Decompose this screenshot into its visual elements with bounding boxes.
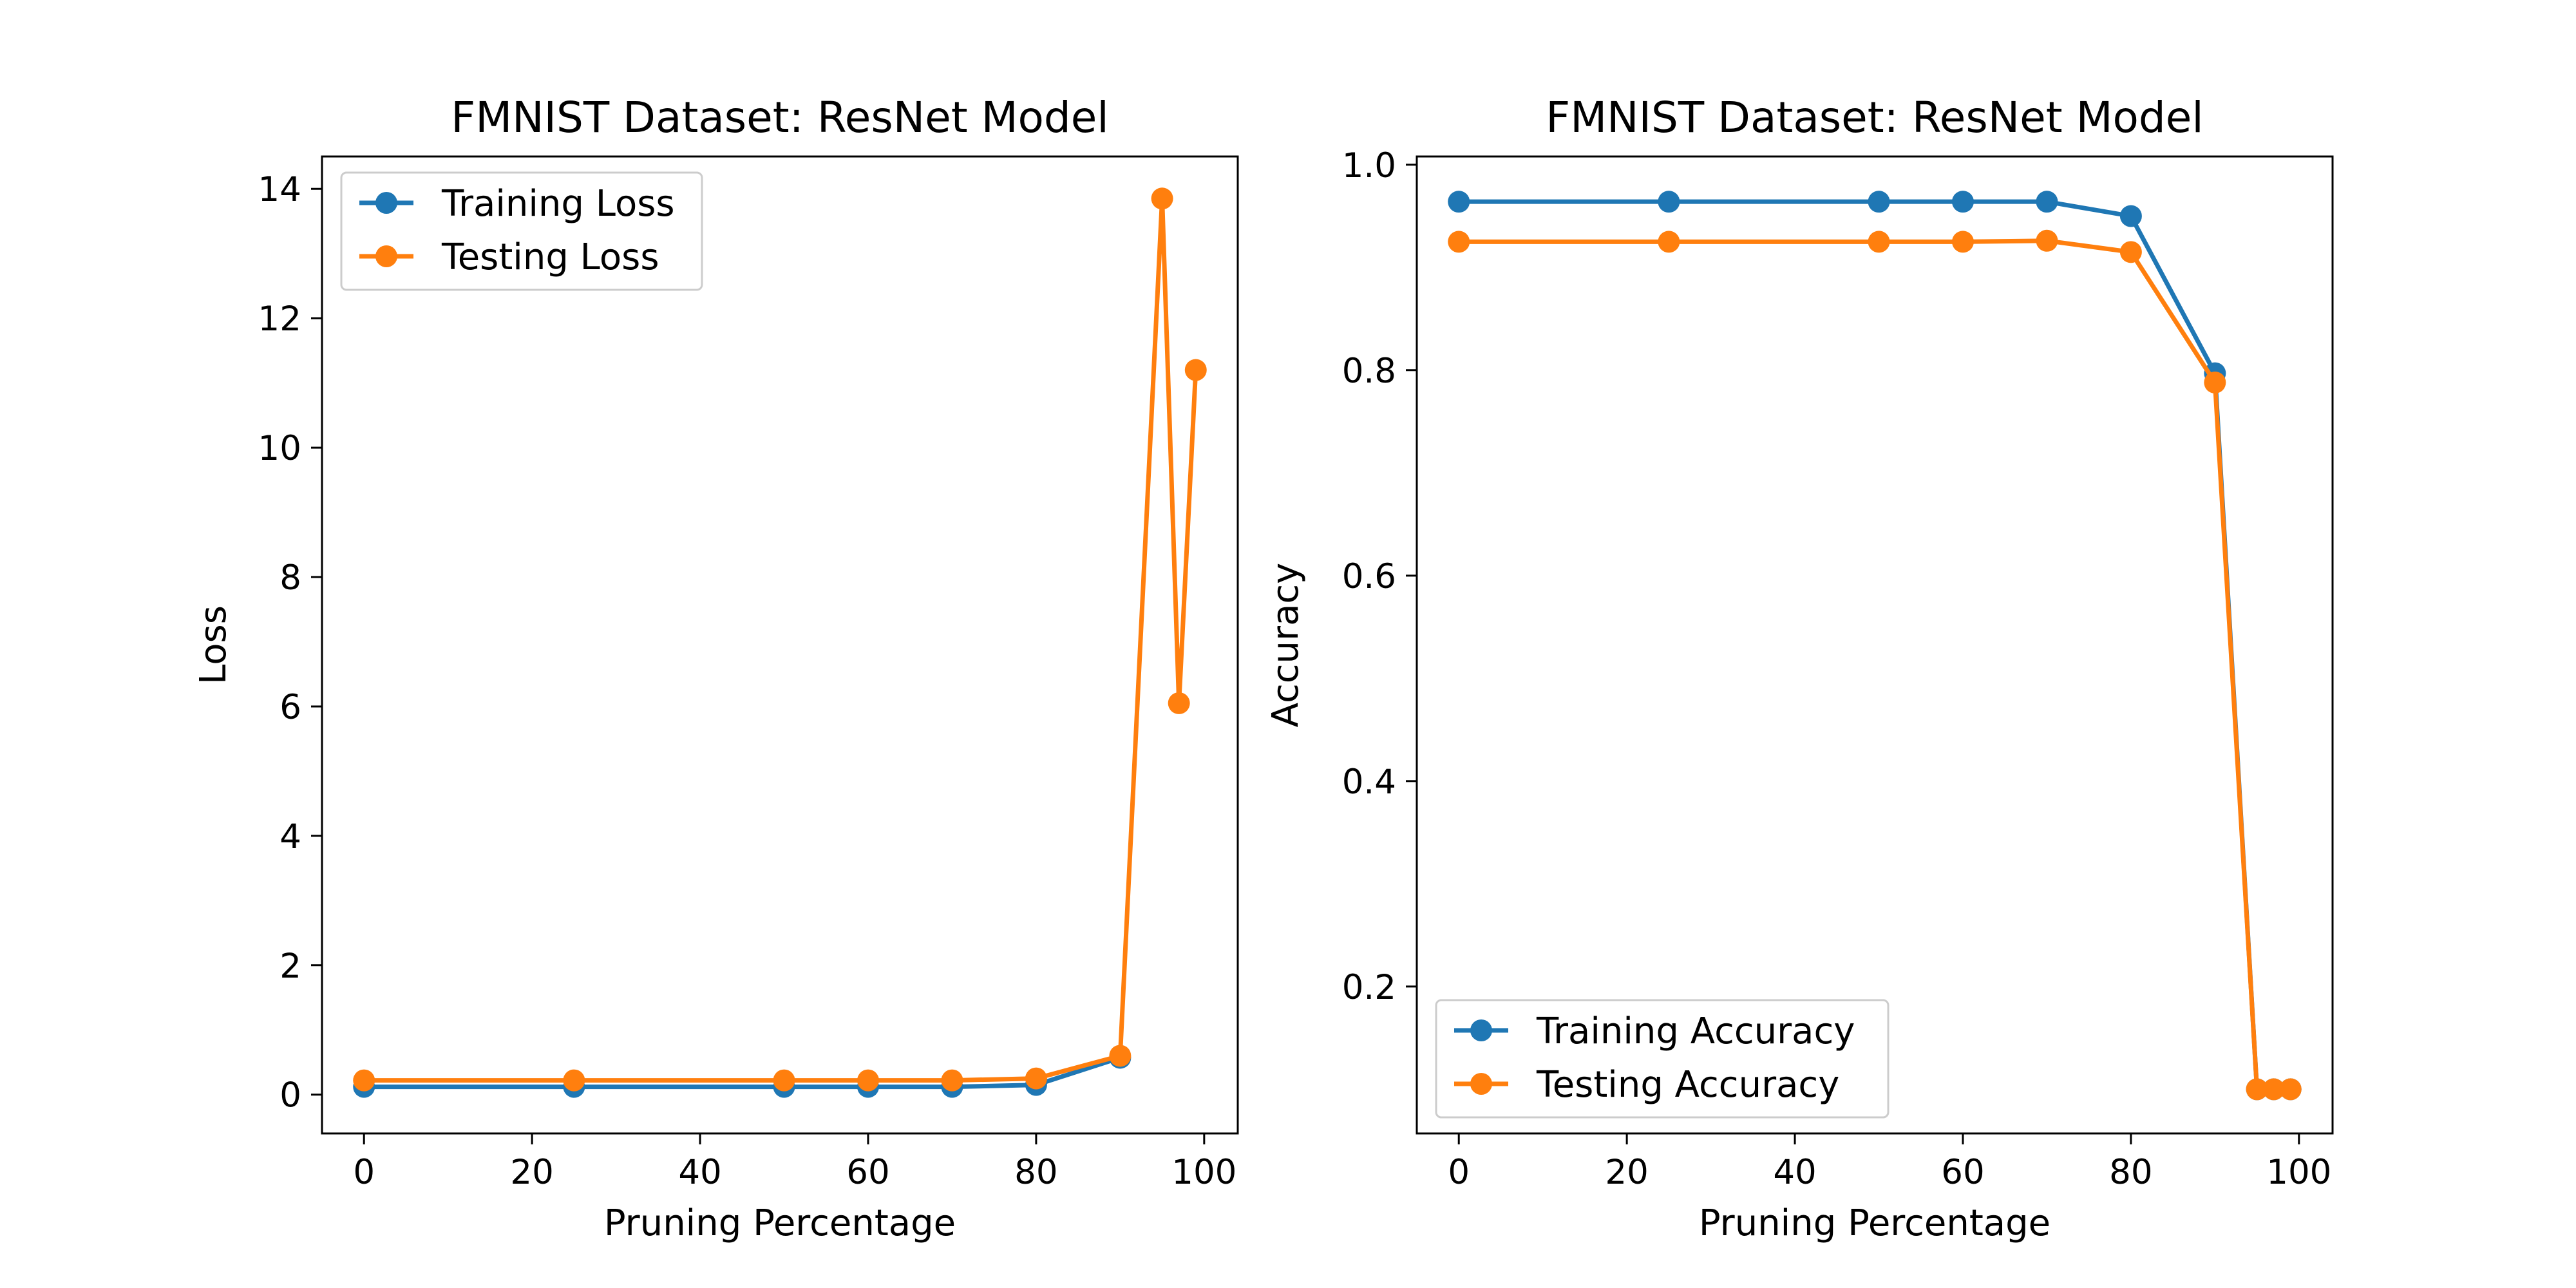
series-line-2 [364, 196, 1198, 1083]
chart-panel-2: FMNIST Dataset: ResNet Model 0 20 40 60 80 100… [1265, 93, 2334, 1244]
y-tick-label: 0.8 [1342, 352, 1396, 391]
data-point [1168, 692, 1190, 714]
data-point [1448, 231, 1470, 253]
data-point [1658, 191, 1680, 213]
data-point [2246, 1078, 2268, 1101]
data-point [1951, 191, 1974, 213]
x-tick-label: 0 [1448, 1153, 1470, 1192]
x-tick-label: 60 [846, 1153, 889, 1192]
series-line-2 [1459, 238, 2291, 1092]
data-point [2119, 241, 2142, 263]
data-point [1658, 231, 1680, 253]
y-tick-label: 2 [279, 947, 301, 986]
x-tick-label: 100 [2266, 1153, 2331, 1192]
data-point [1025, 1067, 1047, 1090]
legend-marker [1470, 1019, 1492, 1041]
y-tick-label: 6 [279, 688, 301, 727]
x-tick-label: 40 [678, 1153, 721, 1192]
y-tick-label: 4 [279, 817, 301, 857]
legend: Training Loss Testing Loss [340, 171, 703, 291]
x-tick-label: 20 [1605, 1153, 1648, 1192]
data-point [2119, 205, 2142, 227]
x-axis-label: Pruning Percentage [1699, 1202, 2050, 1244]
data-point [2036, 191, 2058, 213]
x-tick-label: 20 [510, 1153, 553, 1192]
legend-marker [375, 192, 397, 214]
y-tick-label: 0.6 [1342, 557, 1396, 596]
data-point [1951, 231, 1974, 253]
legend-label: Training Accuracy [1536, 1010, 1855, 1052]
data-point [2279, 1078, 2302, 1101]
y-axis-label: Loss [193, 605, 234, 685]
y-tick-label: 10 [258, 429, 301, 468]
data-point [1109, 1045, 1132, 1067]
legend-label: Testing Loss [441, 236, 659, 278]
y-tick-label: 0.2 [1342, 968, 1396, 1007]
data-point [1448, 191, 1470, 213]
data-point [353, 1069, 375, 1092]
data-point [1868, 231, 1890, 253]
data-point [563, 1069, 585, 1092]
legend-marker [1470, 1073, 1492, 1095]
x-tick-label: 60 [1941, 1153, 1984, 1192]
data-point [2204, 371, 2226, 393]
y-tick-label: 14 [258, 170, 301, 209]
legend: Training Accuracy Testing Accuracy [1435, 999, 1889, 1119]
y-tick-label: 1.0 [1342, 146, 1396, 185]
y-tick-label: 12 [258, 299, 301, 339]
data-point [2262, 1078, 2285, 1101]
x-tick-label: 40 [1773, 1153, 1816, 1192]
data-point [2036, 229, 2058, 252]
y-axis-label: Accuracy [1265, 563, 1307, 728]
y-tick-label: 0 [279, 1076, 301, 1115]
data-point [1151, 187, 1173, 210]
data-point [941, 1069, 963, 1092]
data-point [1868, 191, 1890, 213]
axes-frame [1416, 155, 2334, 1135]
legend-label: Testing Accuracy [1536, 1064, 1839, 1106]
data-point [857, 1069, 879, 1092]
legend-box [1435, 999, 1889, 1119]
chart-title: FMNIST Dataset: ResNet Model [451, 93, 1109, 142]
x-axis-label: Pruning Percentage [604, 1202, 956, 1244]
chart-title: FMNIST Dataset: ResNet Model [1546, 93, 2204, 142]
x-tick-label: 100 [1171, 1153, 1236, 1192]
y-tick-label: 0.4 [1342, 762, 1396, 802]
data-point [773, 1069, 795, 1092]
y-tick-label: 8 [279, 558, 301, 598]
legend-marker [375, 245, 397, 267]
legend-box [340, 171, 703, 291]
axes-frame [321, 155, 1239, 1135]
legend-label: Training Loss [441, 183, 675, 225]
x-tick-label: 80 [1014, 1153, 1057, 1192]
series-line-1 [1459, 199, 2291, 1092]
x-tick-label: 0 [353, 1153, 375, 1192]
x-tick-label: 80 [2109, 1153, 2152, 1192]
data-point [1184, 359, 1207, 381]
